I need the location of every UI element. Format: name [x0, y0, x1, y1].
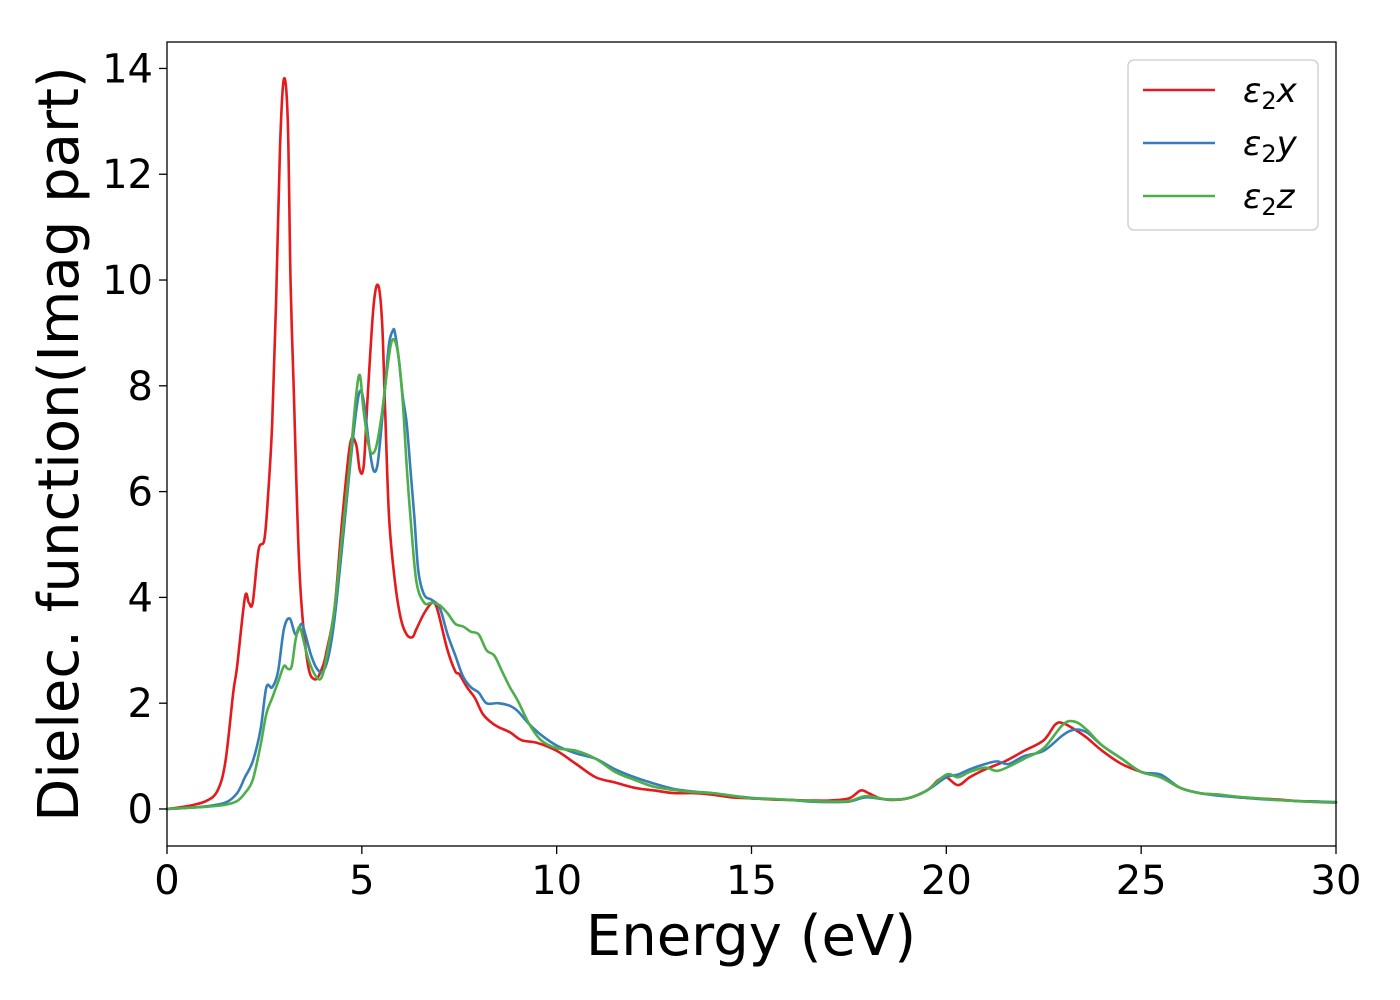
y-tick-label: 12 — [102, 152, 153, 198]
x-axis-ticks: 0 5 10 15 20 25 30 — [154, 846, 1361, 904]
x-tick-label: 20 — [921, 858, 972, 904]
y-tick-label: 4 — [128, 575, 153, 621]
y-tick-label: 14 — [102, 46, 153, 92]
series-line-z — [165, 337, 1338, 811]
x-tick-label: 5 — [349, 858, 374, 904]
x-tick-label: 0 — [154, 858, 179, 904]
x-tick-label: 30 — [1311, 858, 1362, 904]
y-axis-ticks: 0 2 4 6 8 10 12 14 — [102, 46, 167, 833]
x-tick-label: 10 — [531, 858, 582, 904]
series-line-x — [165, 76, 1338, 811]
legend-label-z: ε2z — [1243, 177, 1296, 221]
y-axis-title: Dielec. function(Imag part) — [27, 66, 92, 822]
legend: ε2x ε2y ε2z — [1127, 59, 1319, 231]
x-tick-label: 25 — [1116, 858, 1167, 904]
y-tick-label: 0 — [128, 787, 153, 833]
legend-box — [1127, 59, 1319, 231]
x-tick-label: 15 — [726, 858, 777, 904]
legend-label-x: ε2x — [1243, 71, 1298, 115]
series-lines — [165, 76, 1338, 811]
series-line-y — [165, 327, 1338, 811]
legend-label-y: ε2y — [1243, 124, 1298, 168]
y-tick-label: 8 — [128, 364, 153, 410]
y-tick-label: 10 — [102, 258, 153, 304]
y-tick-label: 2 — [128, 681, 153, 727]
x-axis-title: Energy (eV) — [586, 904, 916, 969]
y-tick-label: 6 — [128, 470, 153, 516]
